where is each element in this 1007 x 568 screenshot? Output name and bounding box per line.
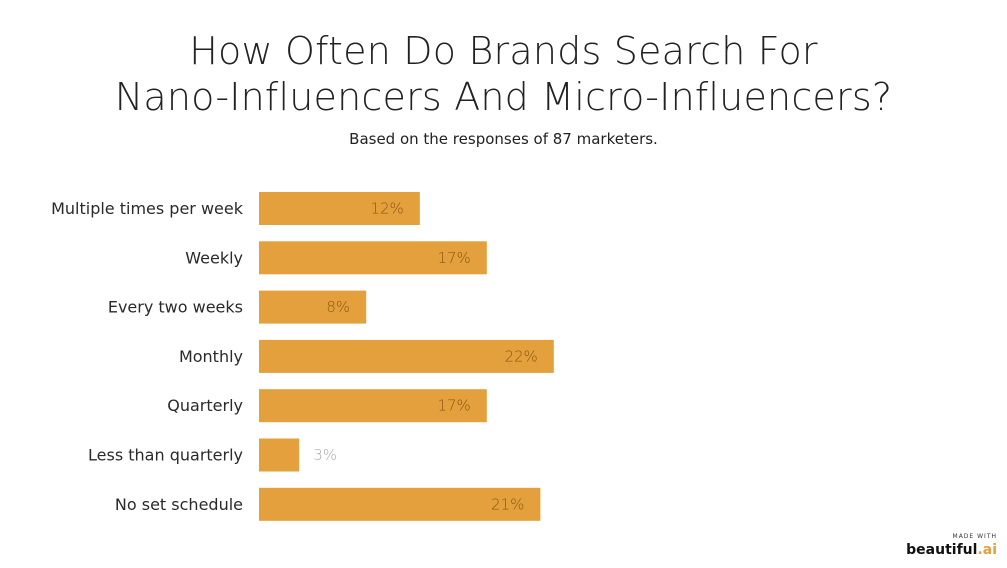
chart-title: How Often Do Brands Search For Nano-Infl… — [0, 28, 1007, 120]
chart-subtitle: Based on the responses of 87 marketers. — [349, 130, 658, 148]
bar-row: No set schedule 21% — [115, 487, 541, 521]
category-label: Every two weeks — [108, 298, 243, 317]
bar — [259, 487, 541, 521]
category-label: Weekly — [185, 248, 243, 267]
category-label: Quarterly — [167, 396, 243, 415]
category-label: Multiple times per week — [51, 199, 244, 218]
value-label: 3% — [313, 446, 337, 464]
chart-title-line-2: Nano-Influencers And Micro-Influencers? — [114, 75, 893, 119]
brand-name: beautiful — [906, 542, 978, 558]
bar — [259, 192, 420, 225]
value-label: 17% — [437, 249, 470, 267]
value-label: 17% — [437, 397, 470, 415]
bar-row: Multiple times per week 12% — [51, 192, 420, 225]
bar — [259, 389, 487, 423]
brand-logo: beautiful.ai — [906, 542, 997, 558]
value-label: 21% — [491, 495, 524, 513]
chart-title-line-1: How Often Do Brands Search For — [189, 29, 818, 73]
bar — [259, 241, 487, 275]
brand-domain: .ai — [977, 542, 997, 558]
value-label: 22% — [504, 347, 537, 365]
bar — [259, 290, 367, 324]
made-with-badge: MADE WITH beautiful.ai — [906, 533, 997, 558]
value-label: 12% — [370, 200, 403, 218]
bar-row: Quarterly 17% — [167, 389, 487, 423]
bar-row: Weekly 17% — [185, 241, 487, 275]
bar — [259, 339, 554, 373]
bar-row: Every two weeks 8% — [108, 290, 367, 324]
bar — [259, 438, 300, 472]
made-with-text: MADE WITH — [952, 533, 997, 540]
bar-row: Monthly 22% — [179, 339, 554, 373]
category-label: Monthly — [179, 347, 243, 366]
category-label: No set schedule — [115, 495, 243, 514]
value-label: 8% — [326, 298, 350, 316]
bar-row: Less than quarterly 3% — [88, 438, 337, 472]
category-label: Less than quarterly — [88, 446, 243, 465]
